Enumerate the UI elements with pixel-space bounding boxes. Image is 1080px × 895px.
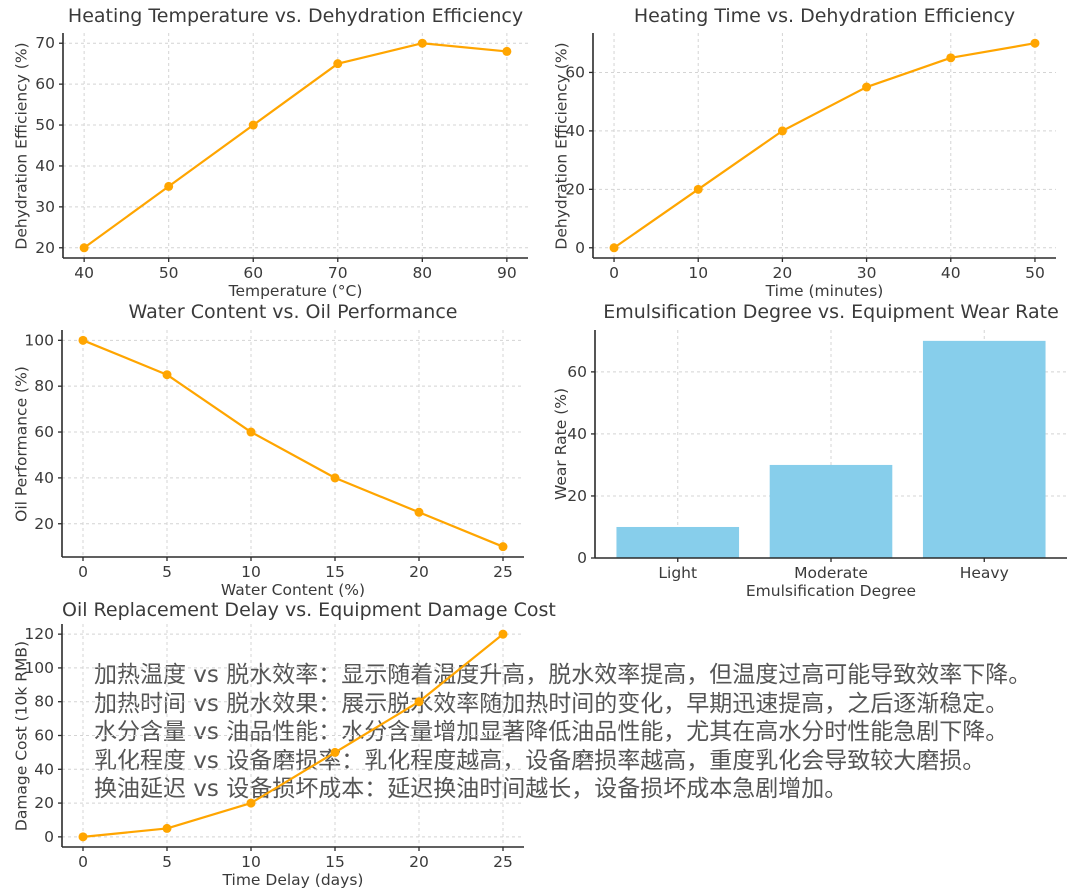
svg-text:40: 40 bbox=[565, 122, 585, 140]
chart-heating-time: 0 10 20 30 40 50 0 20 40 60 Heating Time vs. Dehy… bbox=[540, 0, 1080, 300]
svg-text:40: 40 bbox=[35, 157, 55, 175]
svg-text:60: 60 bbox=[243, 264, 263, 282]
svg-text:120: 120 bbox=[24, 625, 54, 643]
svg-text:80: 80 bbox=[34, 377, 54, 395]
svg-text:60: 60 bbox=[34, 727, 54, 745]
svg-text:20: 20 bbox=[773, 264, 793, 282]
annotation-line: 换油延迟 vs 设备损坏成本：延迟换油时间越长，设备损坏成本急剧增加。 bbox=[94, 776, 848, 802]
svg-text:5: 5 bbox=[162, 853, 172, 871]
svg-text:50: 50 bbox=[159, 264, 179, 282]
y-axis-label: Dehydration Efficiency (%) bbox=[552, 41, 570, 250]
svg-text:10: 10 bbox=[688, 264, 708, 282]
x-axis-label: Time (minutes) bbox=[765, 282, 884, 300]
svg-text:100: 100 bbox=[24, 331, 54, 349]
plot-canvas-heating-time: 0 10 20 30 40 50 0 20 40 60 bbox=[565, 33, 1056, 282]
svg-text:40: 40 bbox=[567, 425, 587, 443]
svg-text:0: 0 bbox=[78, 563, 88, 581]
svg-text:25: 25 bbox=[493, 853, 513, 871]
svg-text:0: 0 bbox=[44, 828, 54, 846]
svg-text:20: 20 bbox=[567, 487, 587, 505]
chart-emulsification-degree: Light Moderate Heavy 0 20 40 60 Emulsification… bbox=[540, 296, 1080, 600]
svg-text:20: 20 bbox=[35, 239, 55, 257]
chart-water-content: 0 5 10 15 20 25 20 40 60 80 100 Water Content vs. … bbox=[0, 296, 540, 599]
svg-text:0: 0 bbox=[575, 239, 585, 257]
svg-text:15: 15 bbox=[325, 563, 345, 581]
chart-title: Oil Replacement Delay vs. Equipment Dama… bbox=[62, 599, 556, 621]
x-axis-label: Time Delay (days) bbox=[222, 871, 364, 889]
chart-title: Heating Time vs. Dehydration Efficiency bbox=[633, 5, 1016, 27]
svg-text:20: 20 bbox=[34, 515, 54, 533]
svg-text:60: 60 bbox=[34, 423, 54, 441]
y-axis-label: Dehydration Efficiency (%) bbox=[12, 41, 30, 250]
annotation-line: 水分含量 vs 油品性能：水分含量增加显著降低油品性能，尤其在高水分时性能急剧下… bbox=[94, 719, 1009, 745]
svg-text:90: 90 bbox=[497, 264, 517, 282]
x-axis-label: Temperature (°C) bbox=[228, 282, 363, 300]
svg-text:10: 10 bbox=[241, 563, 261, 581]
svg-text:20: 20 bbox=[409, 563, 429, 581]
svg-text:40: 40 bbox=[34, 760, 54, 778]
y-axis-label: Damage Cost (10k RMB) bbox=[12, 640, 30, 831]
svg-text:40: 40 bbox=[941, 264, 961, 282]
svg-text:70: 70 bbox=[35, 34, 55, 52]
plot-canvas-oil-replacement-delay: 0 5 10 15 20 25 0 20 40 60 80 100 120 bbox=[24, 624, 524, 871]
svg-text:80: 80 bbox=[34, 693, 54, 711]
chart-title: Heating Temperature vs. Dehydration Effi… bbox=[67, 5, 524, 27]
svg-text:25: 25 bbox=[493, 563, 513, 581]
annotation-block: 加热温度 vs 脱水效率：显示随着温度升高，脱水效率提高，但温度过高可能导致效率… bbox=[94, 661, 1031, 804]
svg-text:10: 10 bbox=[241, 853, 261, 871]
svg-text:40: 40 bbox=[34, 469, 54, 487]
annotation-line: 加热温度 vs 脱水效率：显示随着温度升高，脱水效率提高，但温度过高可能导致效率… bbox=[94, 662, 1032, 688]
chart-oil-replacement-delay: 0 5 10 15 20 25 0 20 40 60 80 100 120 Oil Replacemen… bbox=[0, 594, 562, 895]
x-axis-label: Water Content (%) bbox=[220, 581, 366, 599]
svg-text:50: 50 bbox=[35, 116, 55, 134]
annotation-line: 加热时间 vs 脱水效果：展示脱水效率随加热时间的变化，早期迅速提高，之后逐渐稳… bbox=[94, 690, 1009, 717]
svg-text:Moderate: Moderate bbox=[794, 564, 868, 582]
svg-text:50: 50 bbox=[1025, 264, 1045, 282]
svg-text:60: 60 bbox=[567, 363, 587, 381]
svg-text:60: 60 bbox=[35, 75, 55, 93]
svg-text:70: 70 bbox=[328, 264, 348, 282]
svg-text:30: 30 bbox=[35, 198, 55, 216]
svg-text:0: 0 bbox=[609, 264, 619, 282]
svg-text:80: 80 bbox=[412, 264, 432, 282]
x-axis-label: Emulsification Degree bbox=[745, 582, 917, 600]
plot-canvas-emulsification-degree: Light Moderate Heavy 0 20 40 60 bbox=[567, 330, 1067, 582]
svg-text:40: 40 bbox=[74, 264, 94, 282]
svg-text:20: 20 bbox=[565, 180, 585, 198]
svg-text:5: 5 bbox=[162, 563, 172, 581]
svg-text:0: 0 bbox=[78, 853, 88, 871]
svg-text:0: 0 bbox=[577, 549, 587, 567]
plot-canvas-heating-temperature: 40 50 60 70 80 90 20 30 40 50 60 70 bbox=[35, 33, 528, 282]
y-axis-label: Oil Performance (%) bbox=[12, 365, 30, 522]
svg-text:100: 100 bbox=[24, 659, 54, 677]
svg-text:30: 30 bbox=[857, 264, 877, 282]
svg-text:20: 20 bbox=[34, 794, 54, 812]
svg-text:Light: Light bbox=[658, 564, 697, 582]
y-axis-label: Wear Rate (%) bbox=[552, 387, 570, 501]
svg-text:20: 20 bbox=[409, 853, 429, 871]
plot-canvas-water-content: 0 5 10 15 20 25 20 40 60 80 100 bbox=[24, 330, 524, 581]
chart-title: Water Content vs. Oil Performance bbox=[128, 301, 458, 323]
chart-title: Emulsification Degree vs. Equipment Wear… bbox=[603, 301, 1059, 323]
svg-text:15: 15 bbox=[325, 853, 345, 871]
svg-text:Heavy: Heavy bbox=[960, 564, 1009, 582]
chart-heating-temperature: 40 50 60 70 80 90 20 30 40 50 60 70 Heating Tempera… bbox=[0, 0, 540, 300]
svg-text:60: 60 bbox=[565, 63, 585, 81]
